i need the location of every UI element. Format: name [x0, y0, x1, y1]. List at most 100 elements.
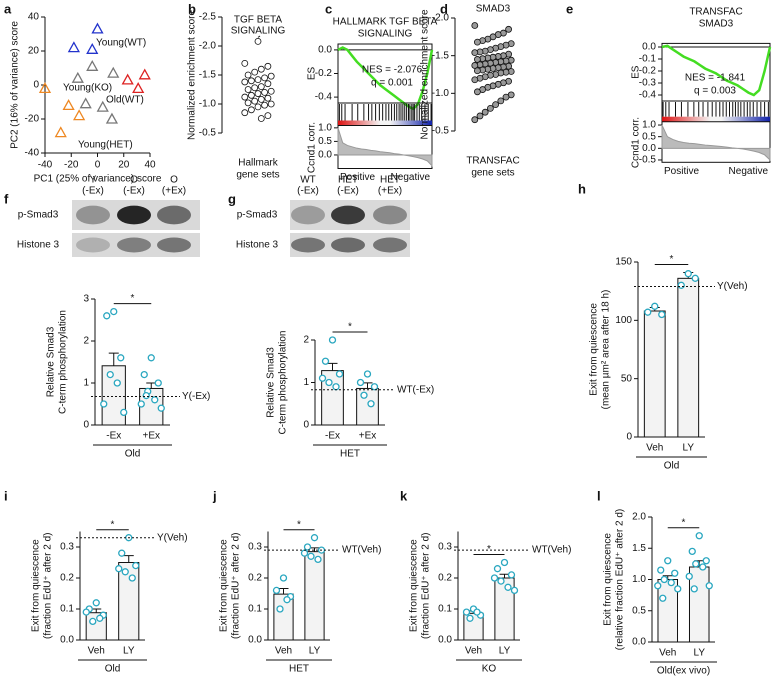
point: [106, 370, 114, 379]
dot: [251, 97, 259, 105]
significance: *: [487, 544, 491, 555]
error-bar: [327, 362, 338, 371]
rank-colorbar: [338, 120, 432, 126]
point: [490, 574, 499, 582]
point: [674, 585, 682, 593]
point: [497, 577, 505, 585]
y2-axis-label: Ccnd1 corr.: [631, 117, 642, 168]
y-tick-label: 0.0: [642, 143, 656, 154]
point: [667, 578, 675, 587]
point: [132, 82, 145, 94]
y-axis-label: Exit from quiescence: [409, 539, 420, 632]
x-tick-label: LY: [694, 648, 706, 659]
dot: [257, 115, 265, 122]
dot: [497, 97, 505, 105]
panel-label: j: [212, 488, 217, 503]
point: [685, 572, 693, 581]
point: [86, 59, 99, 71]
bar: [677, 277, 700, 438]
error-bar: [309, 547, 320, 552]
dot: [505, 25, 513, 33]
point: [79, 97, 92, 109]
bar: [643, 310, 666, 438]
group-label: Old(ex vivo): [657, 666, 710, 677]
y-axis-label: C-term phosphorylation: [278, 331, 289, 435]
point: [86, 42, 99, 54]
point: [644, 308, 652, 316]
x-tick-label: LY: [123, 646, 135, 657]
blot-band: [373, 237, 407, 253]
dot: [247, 91, 255, 99]
y-axis-label: Exit from quiescence: [589, 303, 600, 396]
panel-label: i: [4, 488, 8, 503]
x-tick-label: +Ex: [142, 431, 160, 442]
point: [300, 549, 309, 557]
point: [89, 617, 97, 626]
panel-label: c: [325, 1, 332, 16]
blot-band: [117, 237, 151, 253]
dot: [257, 95, 265, 103]
x-tick-label: Veh: [275, 646, 292, 657]
legend-label: Young(KO): [63, 83, 112, 94]
point: [107, 66, 120, 78]
blot-band: [157, 205, 191, 225]
panel-label: l: [597, 488, 601, 503]
lane-label: (-Ex): [297, 186, 319, 197]
dot: [244, 86, 252, 93]
chart-title: SMAD3: [699, 19, 734, 30]
x-tick-label: -20: [64, 160, 79, 171]
lane-label: (-Ex): [123, 186, 145, 197]
y-axis-label: Normalized enrichment score: [187, 10, 198, 140]
frame: [661, 42, 771, 163]
x-tick-label: -Ex: [325, 431, 340, 442]
y-tick-label: 2: [303, 335, 309, 346]
point: [71, 71, 84, 83]
y-tick-label: -0.1: [639, 54, 657, 65]
start-label: Positive: [340, 172, 375, 183]
y-tick-label: 0: [83, 420, 89, 431]
dot: [264, 94, 272, 102]
y-tick-label: 0.5: [632, 605, 646, 616]
point: [702, 557, 710, 565]
dot: [471, 49, 479, 57]
point: [651, 302, 659, 310]
point: [118, 549, 126, 557]
point: [113, 379, 121, 387]
dot: [267, 72, 275, 80]
bar: [688, 566, 710, 643]
dot: [471, 62, 479, 69]
dot: [261, 101, 269, 109]
y-axis-label: (fraction EdU⁺ after 2 d): [231, 533, 242, 639]
y-tick-label: 1.0: [318, 122, 332, 133]
point: [462, 608, 471, 616]
y-tick-label: 20: [28, 46, 40, 57]
y-tick-label: 40: [28, 12, 40, 23]
y-tick-label: -1.0: [432, 88, 450, 99]
reference-label: Y(Veh): [157, 532, 188, 543]
y-axis-label: Normalized enrichment score: [420, 9, 431, 139]
point: [507, 571, 516, 579]
y-tick-label: 2: [83, 336, 89, 347]
y-tick-label: 0.1: [438, 604, 452, 615]
x-tick-label: 0: [95, 160, 101, 171]
y-axis-label: (fraction EdU⁺ after 2 d): [43, 533, 54, 639]
point: [504, 583, 512, 591]
point: [699, 563, 707, 571]
panel-label: a: [4, 1, 12, 16]
y-tick-label: 0.2: [438, 573, 452, 584]
panel-label: e: [566, 1, 573, 16]
point: [473, 608, 481, 616]
y-axis-label: Exit from quiescence: [219, 539, 230, 632]
blot-band: [291, 205, 325, 225]
dot: [473, 38, 481, 46]
lane-label: Y: [90, 175, 97, 186]
significance: *: [670, 254, 674, 265]
y-axis-label: ES: [631, 65, 642, 79]
point: [370, 383, 379, 391]
x-tick-label: 40: [144, 160, 156, 171]
dot: [241, 60, 249, 67]
y-tick-label: -0.2: [639, 66, 657, 77]
dot: [241, 78, 249, 86]
dot: [473, 67, 481, 75]
es-line: [661, 44, 772, 97]
